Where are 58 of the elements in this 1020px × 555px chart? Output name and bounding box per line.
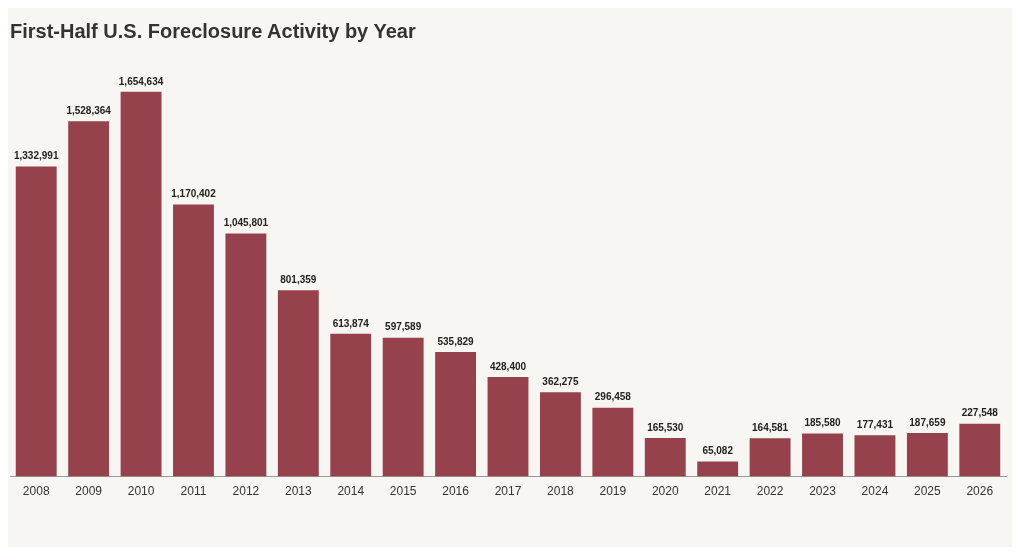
data-label: 177,431: [856, 419, 894, 431]
bar: [225, 233, 267, 477]
x-tick-label: 2019: [599, 484, 627, 499]
chart-title: First-Half U.S. Foreclosure Activity by Year: [10, 19, 416, 42]
data-label: 65,082: [702, 445, 734, 457]
data-label: 1,170,402: [171, 188, 217, 200]
x-tick-label: 2008: [22, 484, 50, 499]
bar: [802, 433, 843, 477]
x-tick-label: 2022: [756, 484, 784, 499]
x-tick-label: 2012: [232, 484, 260, 499]
x-tick-label: 2009: [75, 484, 103, 499]
x-tick-label: 2017: [494, 484, 522, 499]
data-label: 187,659: [909, 416, 946, 428]
x-tick-label: 2013: [284, 484, 312, 499]
x-tick-label: 2026: [966, 484, 994, 499]
data-label: 1,332,991: [13, 150, 59, 162]
x-tick-label: 2020: [651, 484, 679, 499]
data-label: 185,580: [804, 417, 842, 429]
bar: [644, 438, 686, 477]
bar: [749, 438, 791, 477]
bar: [592, 407, 634, 477]
x-tick-label: 2016: [442, 484, 470, 499]
bar: [487, 376, 529, 477]
x-tick-label: 2021: [704, 484, 732, 499]
bar: [173, 204, 214, 477]
data-label: 227,548: [961, 407, 999, 419]
data-label: 428,400: [489, 360, 527, 372]
data-label: 164,581: [752, 422, 789, 434]
data-label: 1,654,634: [118, 75, 164, 87]
data-label: 535,829: [437, 335, 475, 347]
x-tick-label: 2023: [809, 484, 837, 499]
bar: [697, 461, 739, 477]
x-tick-label: 2011: [180, 484, 207, 499]
bar: [435, 351, 477, 477]
data-label: 597,589: [385, 321, 422, 333]
bar: [854, 435, 896, 477]
x-tick-label: 2010: [127, 484, 155, 499]
x-tick-label: 2015: [389, 484, 417, 499]
x-tick-label: 2018: [547, 484, 575, 499]
bar: [906, 432, 948, 477]
data-label: 1,045,801: [223, 217, 269, 229]
data-label: 801,359: [280, 273, 317, 285]
bar: [68, 121, 110, 477]
bar: [330, 333, 372, 477]
data-label: 1,528,364: [66, 104, 112, 116]
bar: [959, 423, 1001, 477]
bar: [539, 392, 581, 477]
x-tick-label: 2014: [337, 484, 365, 499]
data-label: 613,874: [332, 317, 370, 329]
bar: [277, 290, 319, 477]
x-tick-label: 2025: [914, 484, 942, 499]
data-label: 165,530: [647, 421, 684, 433]
data-label: 296,458: [594, 391, 632, 403]
bar: [120, 91, 162, 477]
data-label: 362,275: [542, 376, 579, 388]
bar: [15, 166, 57, 477]
bar: [382, 337, 424, 477]
x-tick-label: 2024: [861, 484, 889, 499]
